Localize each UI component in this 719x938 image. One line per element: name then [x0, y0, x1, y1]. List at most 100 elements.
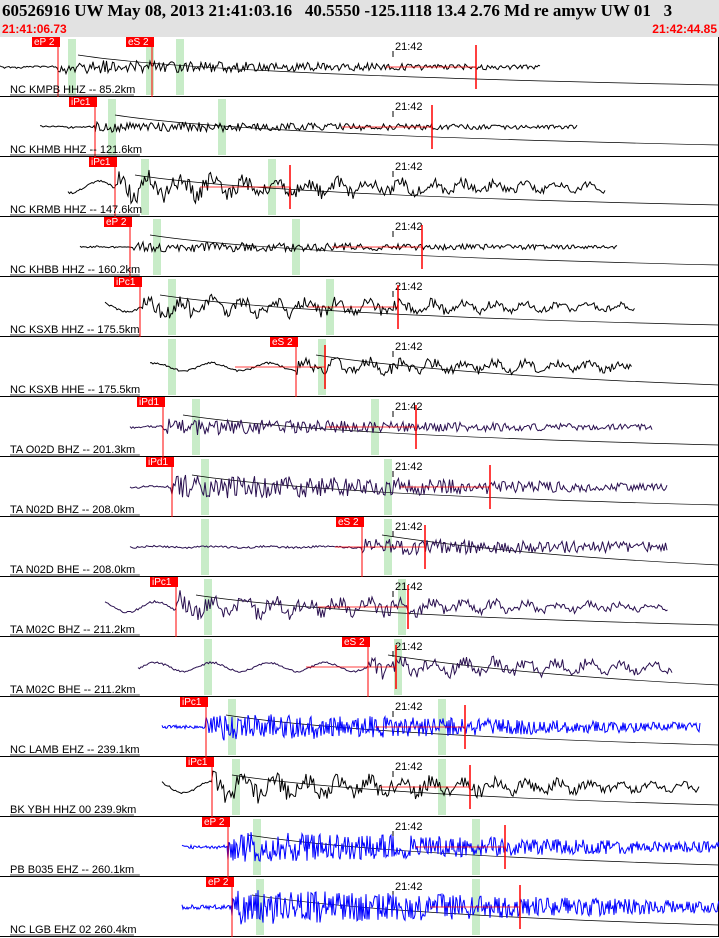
moveout-curve — [225, 714, 719, 746]
phase-pick-label: eS 2 — [338, 517, 359, 528]
phase-pick-label: iPc1 — [188, 757, 208, 768]
analysis-window — [141, 159, 149, 215]
waveform — [149, 356, 632, 377]
trace-row: 21:42 iPc1 TA M02C BHZ -- 211.2km — [0, 577, 719, 637]
waveform — [161, 770, 700, 804]
time-tick-label: 21:42 — [395, 101, 423, 113]
phase-pick-label: iPc1 — [152, 577, 172, 588]
event-title: 60526916 UW May 08, 2013 21:41:03.16 40.… — [2, 1, 673, 20]
event-header: 60526916 UW May 08, 2013 21:41:03.16 40.… — [0, 0, 719, 37]
window-start-time: 21:41:06.73 — [2, 22, 67, 36]
phase-pick-flag — [336, 517, 364, 527]
phase-pick-label: iPc1 — [91, 157, 111, 168]
phase-pick-label: iPd1 — [148, 457, 168, 468]
phase-pick-flag — [342, 637, 370, 647]
waveform — [79, 240, 618, 254]
time-tick-label: 21:42 — [395, 461, 423, 473]
analysis-window — [168, 279, 176, 335]
moveout-curve — [315, 354, 719, 386]
station-label: PB B035 EHZ -- 260.1km — [10, 864, 134, 876]
phase-pick-flag — [150, 577, 178, 587]
analysis-window — [146, 39, 154, 95]
moveout-curve — [195, 594, 719, 626]
phase-pick-flag — [186, 757, 214, 767]
time-tick-label: 21:42 — [395, 281, 423, 293]
waveform — [104, 590, 668, 621]
time-tick-label: 21:42 — [395, 761, 423, 773]
station-label: TA M02C BHZ -- 211.2km — [10, 624, 135, 636]
phase-pick-label: eS 2 — [344, 637, 365, 648]
phase-pick-flag — [89, 157, 117, 167]
phase-pick-flag — [104, 217, 132, 227]
time-tick-label: 21:42 — [395, 161, 423, 173]
moveout-curve — [149, 234, 719, 266]
seismogram-panel: 21:42 eP 2 eS 2 NC KMPB HHZ -- 85.2km 21:42 i… — [0, 37, 719, 937]
phase-pick-label: iPc1 — [182, 697, 202, 708]
waveform — [0, 59, 541, 76]
moveout-curve — [387, 654, 719, 686]
time-tick-label: 21:42 — [395, 341, 423, 353]
waveform — [129, 537, 668, 556]
waveform — [67, 169, 606, 205]
analysis-window — [153, 219, 161, 275]
moveout-curve — [114, 114, 719, 146]
phase-pick-label: iPd1 — [139, 397, 159, 408]
window-end-time: 21:42:44.85 — [652, 22, 717, 36]
analysis-window — [168, 339, 176, 395]
waveform — [129, 418, 653, 436]
phase-pick-label: eS 2 — [272, 337, 293, 348]
analysis-window — [256, 879, 264, 935]
time-tick-label: 21:42 — [395, 221, 423, 233]
time-tick-label: 21:42 — [395, 581, 423, 593]
phase-pick-label: eP 2 — [208, 877, 229, 888]
analysis-window — [192, 399, 200, 455]
phase-pick-label: eP 2 — [204, 817, 225, 828]
station-label: NC KSXB HHZ -- 175.5km — [10, 324, 140, 336]
time-tick-label: 21:42 — [395, 701, 423, 713]
station-label: TA O02D BHZ -- 201.3km — [10, 444, 135, 456]
station-label: NC LGB EHZ 02 260.4km — [10, 924, 137, 936]
station-label: TA N02D BHE -- 208.0km — [10, 564, 135, 576]
trace-row: 21:42 eS 2 NC KSXB HHE -- 175.5km — [0, 337, 719, 397]
station-label: TA N02D BHZ -- 208.0km — [10, 504, 135, 516]
analysis-window — [108, 99, 116, 155]
analysis-window — [394, 639, 402, 695]
waveform — [181, 890, 719, 925]
waveform — [129, 474, 668, 499]
moveout-curve — [134, 174, 719, 206]
time-tick-label: 21:42 — [395, 821, 423, 833]
phase-pick-flag — [146, 457, 174, 467]
time-tick-label: 21:42 — [395, 881, 423, 893]
trace-row: 21:42 iPc1 BK YBH HHZ 00 239.9km — [0, 757, 719, 817]
station-label: TA M02C BHE -- 211.2km — [10, 684, 136, 696]
waveform — [39, 120, 578, 134]
station-label: NC KSXB HHE -- 175.5km — [10, 384, 140, 396]
phase-pick-label: iPc1 — [116, 277, 136, 288]
trace-row: 21:42 iPc1 NC KHMB HHZ -- 121.6km — [0, 97, 719, 157]
analysis-window — [384, 459, 392, 515]
time-tick-label: 21:42 — [395, 41, 423, 53]
moveout-curve — [182, 414, 719, 446]
waveform — [104, 293, 635, 320]
station-label: NC KHMB HHZ -- 121.6km — [10, 144, 142, 156]
phase-pick-label: iPc1 — [71, 97, 91, 108]
waveform — [137, 655, 673, 680]
phase-pick-flag — [69, 97, 97, 107]
phase-pick-flag — [114, 277, 142, 287]
time-tick-label: 21:42 — [395, 521, 423, 533]
station-label: BK YBH HHZ 00 239.9km — [10, 804, 136, 816]
moveout-curve — [381, 534, 719, 566]
phase-pick-flag — [206, 877, 234, 887]
station-label: NC LAMB EHZ -- 239.1km — [10, 744, 140, 756]
analysis-window — [204, 639, 212, 695]
trace-row: 21:42 eP 2 NC KHBB HHZ -- 160.2km — [0, 217, 719, 277]
trace-row: 21:42 iPd1 TA O02D BHZ -- 201.3km — [0, 397, 719, 457]
station-label: NC KHBB HHZ -- 160.2km — [10, 264, 140, 276]
phase-pick-flag — [270, 337, 298, 347]
trace-row: 21:42 eP 2 PB B035 EHZ -- 260.1km — [0, 817, 719, 877]
trace-row: 21:42 eP 2 NC LGB EHZ 02 260.4km — [0, 877, 719, 937]
moveout-curve — [251, 894, 719, 926]
phase-pick-label: eP 2 — [34, 37, 55, 48]
moveout-curve — [77, 54, 719, 86]
station-label: NC KRMB HHZ -- 147.6km — [10, 204, 142, 216]
